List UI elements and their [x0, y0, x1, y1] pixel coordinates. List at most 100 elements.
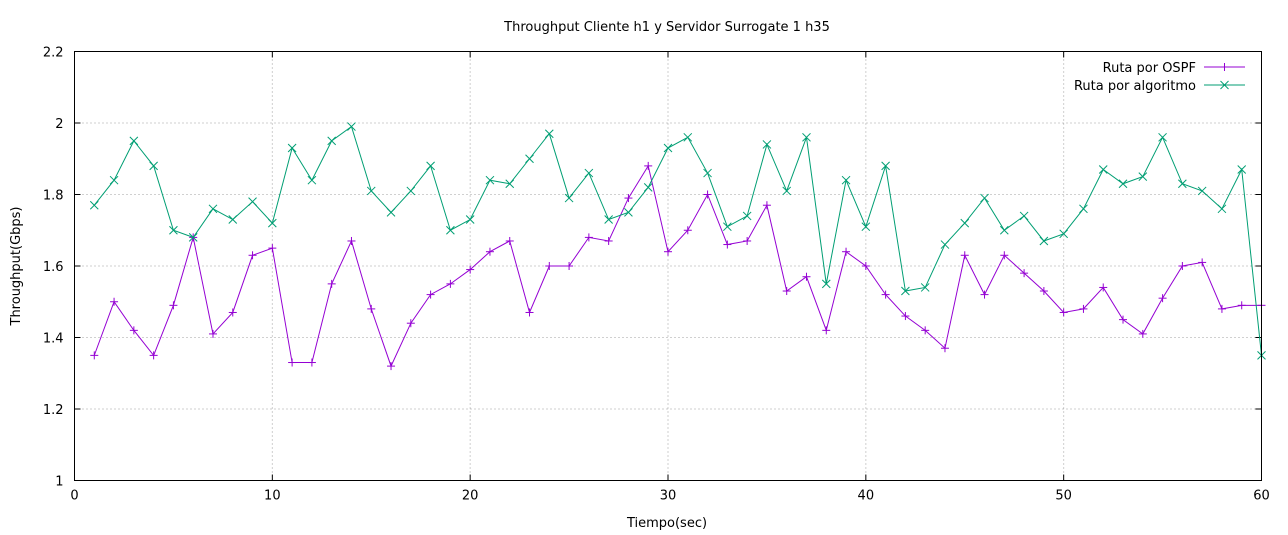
data-point [228, 308, 237, 317]
data-point [663, 143, 673, 153]
x-tick-label: 10 [264, 489, 281, 504]
legend-label: Ruta por OSPF [1103, 61, 1196, 76]
x-tick-label: 30 [660, 489, 677, 504]
data-point [544, 129, 554, 139]
y-tick-label: 1.4 [43, 332, 64, 347]
data-point [683, 226, 692, 235]
data-point [545, 262, 554, 270]
data-point [980, 290, 989, 299]
data-point [505, 179, 515, 189]
data-point [406, 319, 415, 328]
data-point [525, 154, 534, 164]
axis-ticks: 0 10 20 30 40 50 60 1 1.2 1.4 1.6 1.8 2 2.2 [43, 46, 1270, 504]
y-tick-label: 1.2 [43, 403, 64, 418]
data-point [1098, 165, 1108, 174]
data-point [1178, 179, 1187, 189]
data-point [466, 265, 475, 274]
data-point [901, 312, 910, 321]
data-point [149, 351, 158, 360]
series-line [93, 125, 1262, 356]
data-point [465, 215, 475, 224]
chart-title: Throughput Cliente h1 y Servidor Surroga… [503, 20, 830, 35]
data-point [920, 283, 930, 292]
data-point [1099, 283, 1108, 292]
data-point [1059, 308, 1068, 317]
data-point [861, 262, 870, 270]
data-point [228, 215, 238, 224]
data-point [446, 279, 455, 288]
data-point [366, 186, 376, 196]
data-point [921, 326, 930, 335]
data-point [643, 182, 653, 192]
plot-frame [74, 51, 1262, 481]
data-point [782, 287, 791, 296]
data-point [268, 244, 277, 253]
data-point [1237, 165, 1247, 174]
data-point [485, 247, 494, 256]
data-point [584, 168, 594, 178]
data-point [129, 326, 138, 335]
data-point [841, 175, 851, 185]
series-layer [89, 122, 1266, 371]
data-point [1198, 258, 1207, 267]
x-axis-label: Tiempo(sec) [626, 516, 707, 531]
data-point [940, 344, 949, 353]
data-point [940, 240, 950, 249]
data-point [901, 286, 910, 296]
data-point [722, 222, 732, 232]
data-point [842, 247, 851, 256]
y-tick-label: 1 [55, 475, 63, 490]
data-point [1079, 304, 1088, 313]
data-point [386, 208, 396, 217]
data-point [525, 308, 534, 317]
series-2 [89, 122, 1266, 360]
series-line [93, 164, 1262, 368]
data-point [169, 301, 178, 310]
data-point [960, 251, 969, 260]
data-point [90, 351, 99, 360]
data-point [307, 175, 317, 185]
data-point [347, 122, 356, 131]
data-point [208, 329, 217, 338]
data-point [565, 262, 574, 270]
data-point [426, 161, 435, 171]
data-point [881, 161, 890, 171]
data-point [1197, 186, 1207, 196]
legend-marker [1220, 63, 1229, 71]
y-tick-label: 2.2 [43, 46, 64, 61]
data-point [584, 233, 593, 242]
data-point [109, 175, 119, 185]
data-point [485, 175, 495, 185]
data-point [999, 225, 1009, 235]
data-point [287, 143, 297, 153]
data-point [881, 290, 890, 299]
data-point [644, 161, 653, 170]
data-point [406, 186, 416, 196]
data-point [624, 208, 633, 217]
data-point [347, 236, 356, 245]
data-point [446, 225, 455, 235]
data-point [683, 132, 693, 142]
y-tick-label: 2 [55, 117, 63, 132]
data-point [149, 161, 158, 171]
data-point [802, 272, 811, 281]
data-point [426, 290, 435, 299]
data-point [505, 236, 514, 245]
data-point [742, 211, 752, 221]
data-point [1119, 315, 1128, 324]
data-point [387, 362, 396, 371]
data-point [110, 297, 119, 306]
x-tick-label: 50 [1055, 489, 1072, 504]
legend-marker [1220, 80, 1229, 90]
legend-entry: Ruta por OSPF [1103, 61, 1245, 76]
data-point [1138, 329, 1147, 338]
data-point [703, 190, 712, 199]
data-point [1158, 132, 1167, 142]
data-point [703, 168, 712, 178]
data-point [129, 136, 139, 146]
data-point [1118, 179, 1128, 189]
data-point [208, 204, 218, 214]
data-point [89, 200, 99, 210]
data-point [960, 218, 970, 228]
